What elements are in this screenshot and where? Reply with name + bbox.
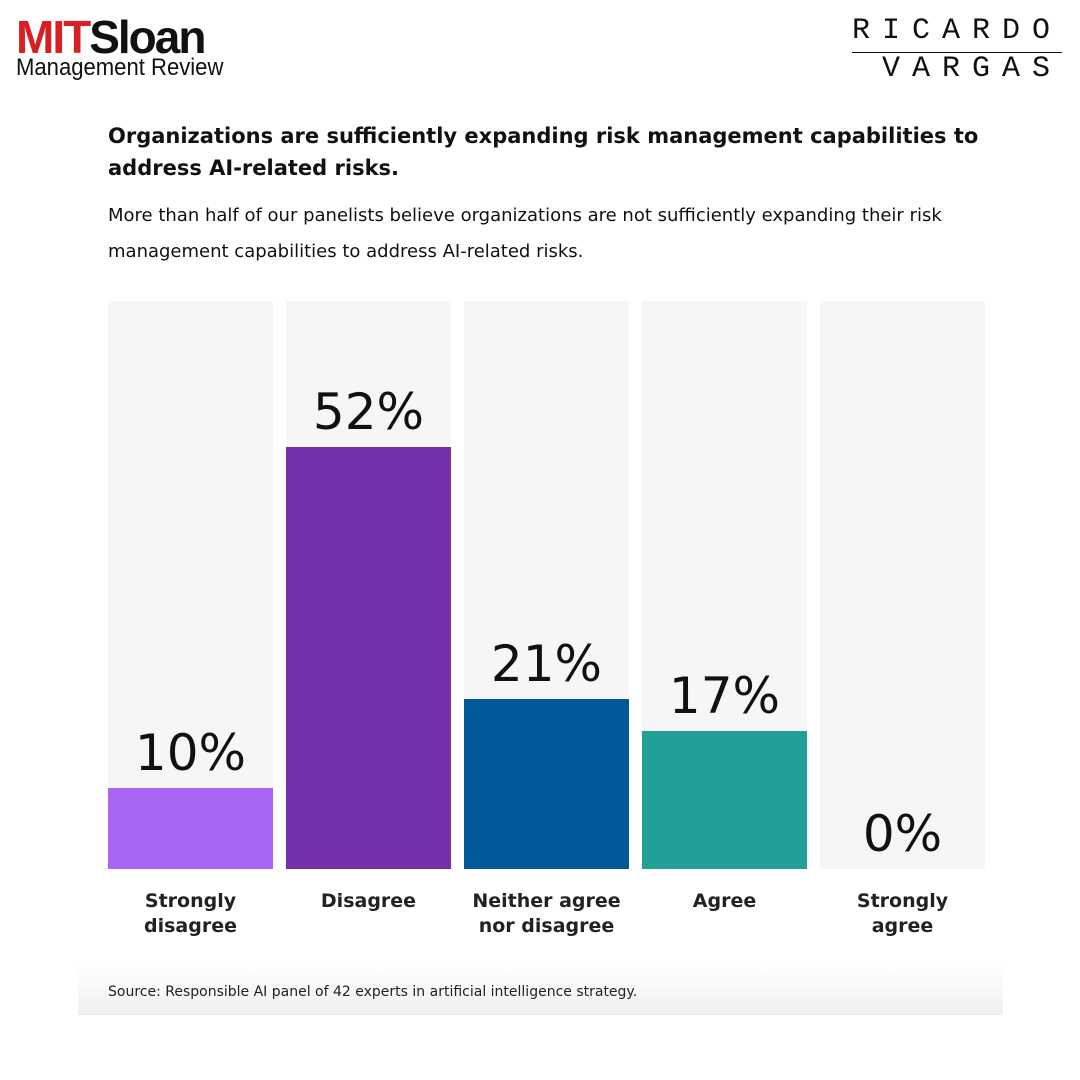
value-label: 52% <box>312 383 425 442</box>
source: Source: Responsible AI panel of 42 exper… <box>108 984 638 1000</box>
x-tick-label: Agree <box>692 890 757 912</box>
logo-sloan: Sloan <box>89 11 206 63</box>
chart-title: Organizations are sufficiently expanding… <box>108 124 979 180</box>
x-tick-label: Strongly disagree <box>144 890 237 937</box>
value-label: 0% <box>862 805 943 863</box>
bar <box>642 731 807 869</box>
bar-track <box>820 301 985 869</box>
chart-subtitle: More than half of our panelists believe … <box>108 205 942 262</box>
value-label: 21% <box>490 634 603 693</box>
x-tick-label: Disagree <box>320 890 417 912</box>
x-tick-label: Neither agree nor disagree <box>472 890 621 937</box>
source-band <box>78 965 1003 1015</box>
logo-mit-red: MIT <box>16 11 91 63</box>
logo-mit: MITSloan <box>16 10 206 64</box>
logo-review: Management Review <box>16 54 224 81</box>
value-label: 10% <box>134 723 247 782</box>
x-tick-label: Strongly agree <box>856 890 949 937</box>
value-label: 17% <box>668 667 781 726</box>
author-first: RICARDO <box>851 14 1062 53</box>
bar-track <box>108 301 273 869</box>
bar <box>108 787 273 869</box>
bar <box>286 447 451 869</box>
bar <box>464 698 629 869</box>
author-last: VARGAS <box>881 52 1062 86</box>
